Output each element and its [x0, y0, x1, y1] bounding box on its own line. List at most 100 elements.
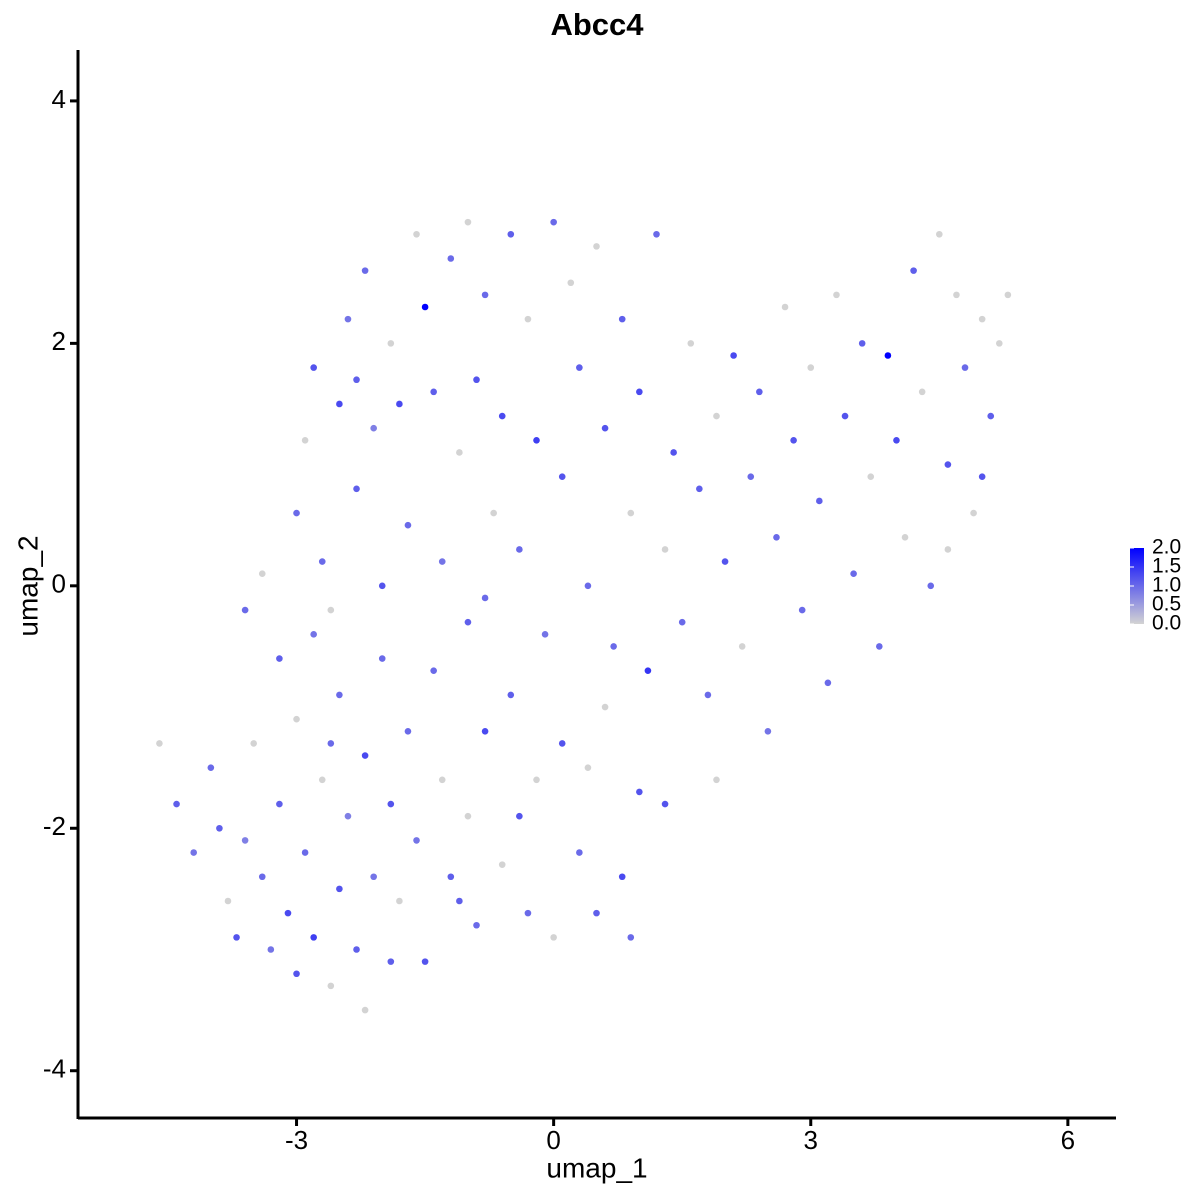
point — [473, 376, 480, 384]
point — [327, 740, 335, 747]
point — [207, 764, 215, 771]
point — [190, 849, 197, 856]
point — [344, 315, 352, 323]
y-tick-label: 4 — [52, 84, 66, 114]
point — [404, 727, 412, 735]
point — [250, 740, 257, 747]
point — [833, 291, 840, 299]
point — [318, 558, 326, 565]
point — [498, 412, 506, 420]
point — [970, 509, 977, 517]
point — [550, 218, 557, 226]
point — [576, 849, 583, 856]
point — [798, 606, 806, 614]
point — [156, 740, 163, 747]
point — [756, 388, 763, 396]
point — [550, 934, 557, 941]
point — [241, 837, 249, 844]
point — [413, 837, 420, 844]
point — [867, 473, 875, 481]
point — [490, 509, 497, 517]
point — [421, 958, 429, 965]
point — [533, 437, 540, 444]
point — [516, 812, 523, 820]
point — [301, 437, 309, 444]
point — [447, 255, 455, 262]
point — [447, 873, 455, 881]
point — [370, 873, 377, 881]
point — [336, 400, 343, 408]
point — [541, 631, 549, 638]
point — [258, 873, 266, 881]
point — [327, 982, 335, 990]
point — [473, 921, 480, 929]
point — [387, 958, 395, 965]
point — [361, 752, 369, 759]
point — [481, 291, 489, 299]
point — [233, 934, 240, 941]
point — [918, 388, 926, 396]
point — [284, 909, 292, 917]
point — [653, 230, 660, 238]
point — [456, 449, 463, 456]
point — [507, 691, 515, 699]
point — [636, 788, 643, 796]
point — [661, 546, 669, 553]
point — [730, 352, 737, 359]
point — [524, 909, 532, 917]
point — [353, 485, 360, 493]
point — [370, 424, 377, 432]
colorbar-tick-label: 0.5 — [1152, 593, 1181, 616]
point — [378, 582, 386, 590]
point — [421, 303, 429, 311]
point — [361, 267, 369, 274]
point — [481, 594, 489, 602]
point — [584, 582, 592, 590]
y-tick-label: 0 — [52, 569, 66, 599]
point — [318, 776, 326, 784]
point — [396, 400, 403, 408]
point — [944, 546, 952, 553]
point — [344, 812, 352, 820]
point — [841, 412, 849, 420]
point — [627, 509, 635, 517]
point — [464, 812, 472, 820]
point — [404, 521, 412, 529]
point — [978, 315, 986, 323]
colorbar-tick-label: 1.5 — [1152, 555, 1181, 578]
point — [353, 376, 360, 384]
point — [507, 230, 515, 238]
point — [353, 946, 360, 953]
point — [310, 364, 317, 371]
point — [773, 534, 780, 541]
point — [336, 885, 343, 893]
point — [293, 715, 300, 723]
x-axis-title: umap_1 — [546, 1152, 647, 1183]
point — [224, 897, 232, 905]
point — [567, 279, 575, 287]
colorbar-tick-label: 2.0 — [1152, 536, 1181, 559]
colorbar-tick-label: 1.0 — [1152, 574, 1181, 597]
x-tick-label: 0 — [546, 1125, 560, 1155]
point — [884, 352, 892, 359]
point — [558, 473, 566, 481]
x-tick-label: 3 — [804, 1125, 818, 1155]
point — [498, 861, 506, 868]
point — [430, 388, 437, 396]
point — [438, 776, 446, 784]
point — [790, 437, 797, 444]
point — [901, 534, 909, 541]
point — [816, 497, 823, 505]
point — [721, 558, 729, 565]
point — [241, 606, 249, 614]
point — [430, 667, 437, 674]
point — [850, 570, 857, 577]
point — [310, 631, 317, 638]
point — [996, 340, 1003, 347]
point — [764, 727, 772, 735]
point — [327, 606, 335, 614]
point — [618, 315, 626, 323]
point — [696, 485, 703, 493]
point — [961, 364, 969, 371]
